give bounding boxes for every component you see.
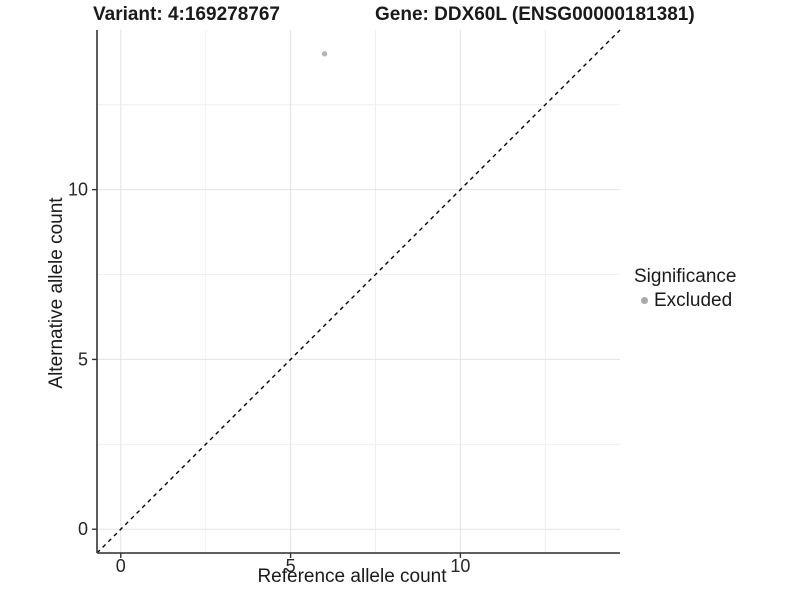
plot-title-gene: Gene: DDX60L (ENSG00000181381) [375,4,695,25]
x-axis-label: Reference allele count [257,566,447,587]
legend-item-excluded: Excluded [641,290,736,312]
y-tick-label: 10 [68,180,88,200]
x-tick-label: 0 [116,556,126,576]
legend-item-label: Excluded [654,289,733,311]
y-tick-label: 5 [78,349,88,369]
x-tick-label: 5 [286,556,296,576]
data-point-excluded [321,51,328,57]
legend: Significance Excluded [634,266,736,312]
legend-point-icon [641,297,648,305]
y-axis-label: Alternative allele count [46,197,67,389]
identity-reference-line [96,29,621,554]
legend-title: Significance [634,266,737,287]
plot-title-variant: Variant: 4:169278767 [93,4,280,25]
y-tick-label: 0 [78,519,88,539]
x-tick-label: 10 [450,556,470,576]
